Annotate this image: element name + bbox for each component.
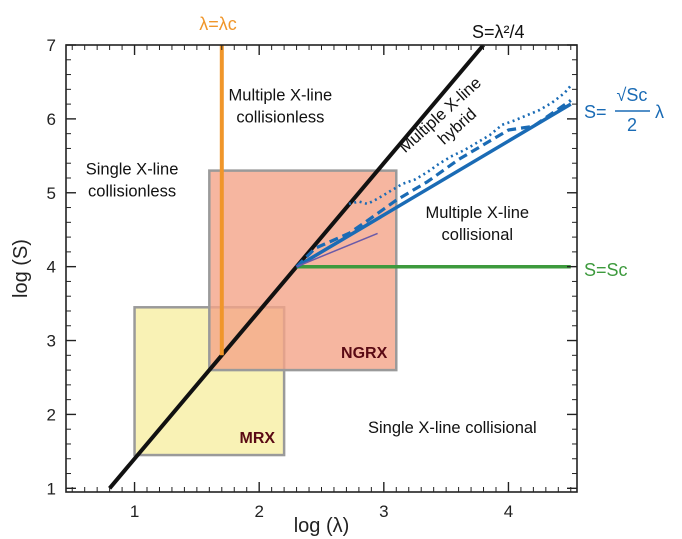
y-tick-label: 4 — [47, 258, 56, 277]
box-label-ngrx: NGRX — [341, 345, 388, 362]
x-tick-label: 1 — [130, 502, 139, 521]
label-s-lambda-squared: S=λ²/4 — [472, 22, 525, 42]
x-tick-label: 4 — [504, 502, 513, 521]
box-label-mrx: MRX — [240, 430, 276, 447]
series-line-s-4 — [108, 45, 486, 490]
label-s-sqrt-suffix: λ — [655, 102, 664, 122]
region-label-0-0: Multiple X-line — [229, 86, 333, 104]
y-axis-title: log (S) — [10, 239, 32, 298]
label-s-sqrt-prefix: S= — [584, 102, 607, 122]
region-label-2-1: collisional — [442, 226, 514, 244]
y-tick-label: 1 — [47, 479, 56, 498]
y-tick-label: 3 — [47, 332, 56, 351]
y-tick-label: 5 — [47, 184, 56, 203]
label-s-sqrt-denominator: 2 — [627, 115, 637, 135]
series-line-s-sc-2- — [295, 102, 572, 269]
region-label-0-1: collisionless — [236, 109, 324, 127]
region-label-1-0: Single X-line — [86, 160, 179, 178]
y-tick-label: 6 — [47, 110, 56, 129]
region-label-3-0: Single X-line collisional — [368, 419, 537, 437]
x-axis-title: log (λ) — [294, 515, 350, 537]
y-tick-label: 2 — [47, 405, 56, 424]
series-connector — [296, 232, 378, 268]
label-s-sc: S=Sc — [584, 260, 628, 280]
region-label-2-0: Multiple X-line — [425, 204, 529, 222]
x-tick-label: 2 — [254, 502, 263, 521]
region-label-1-1: collisionless — [88, 182, 176, 200]
label-lambda-c: λ=λc — [199, 14, 237, 34]
x-tick-label: 3 — [379, 502, 388, 521]
series-lines — [108, 45, 572, 490]
series-line-dashed-4 — [295, 99, 572, 268]
box-ngrx — [208, 169, 398, 372]
label-s-sqrt-numerator: √Sc — [617, 85, 648, 105]
axes-frame — [65, 44, 578, 493]
y-tick-label: 7 — [47, 36, 56, 55]
